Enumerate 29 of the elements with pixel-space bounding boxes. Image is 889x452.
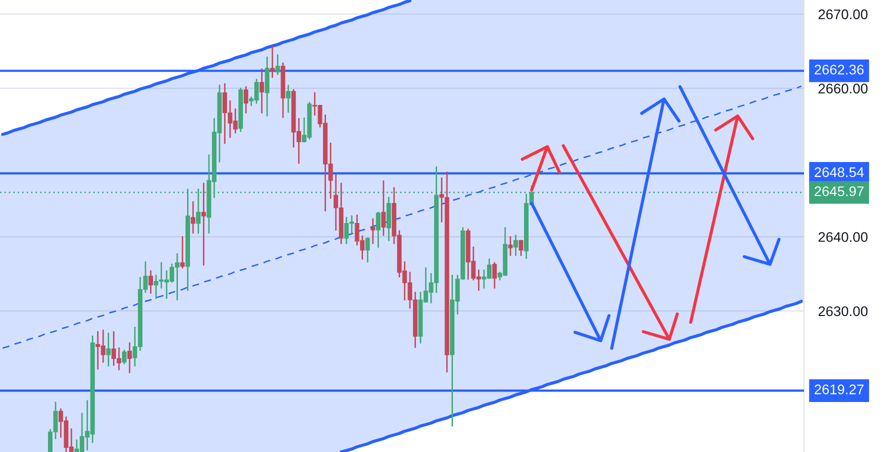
ref-line-label: 2648.54 xyxy=(814,167,864,178)
candlestick xyxy=(286,84,291,113)
ref-line-label: 2645.97 xyxy=(814,186,864,196)
candlestick xyxy=(106,332,111,367)
candlestick xyxy=(513,234,518,256)
candlestick xyxy=(376,212,380,248)
candlestick xyxy=(518,240,524,256)
candlestick xyxy=(365,238,370,263)
candlestick xyxy=(190,201,196,234)
candlestick xyxy=(180,236,185,269)
candlestick xyxy=(508,236,513,256)
y-tick-label: 2640.00 xyxy=(818,232,868,242)
y-tick-label: 2630.00 xyxy=(818,306,868,316)
candlestick xyxy=(492,262,497,289)
candlestick xyxy=(260,68,264,114)
y-tick-label: 2660.00 xyxy=(818,84,868,94)
candlestick xyxy=(201,182,206,266)
ref-line-label: 2619.27 xyxy=(814,384,864,394)
candlestick xyxy=(148,270,154,294)
candlestick xyxy=(127,342,132,374)
ref-line-label: 2662.36 xyxy=(814,64,864,75)
candlestick xyxy=(381,180,386,236)
candlestick xyxy=(270,46,275,78)
candlestick xyxy=(122,350,127,364)
y-tick-label: 2670.00 xyxy=(818,9,868,20)
candlestick xyxy=(370,218,376,244)
line-series xyxy=(2,85,802,349)
candlestick xyxy=(244,86,248,114)
candlestick xyxy=(275,54,280,75)
